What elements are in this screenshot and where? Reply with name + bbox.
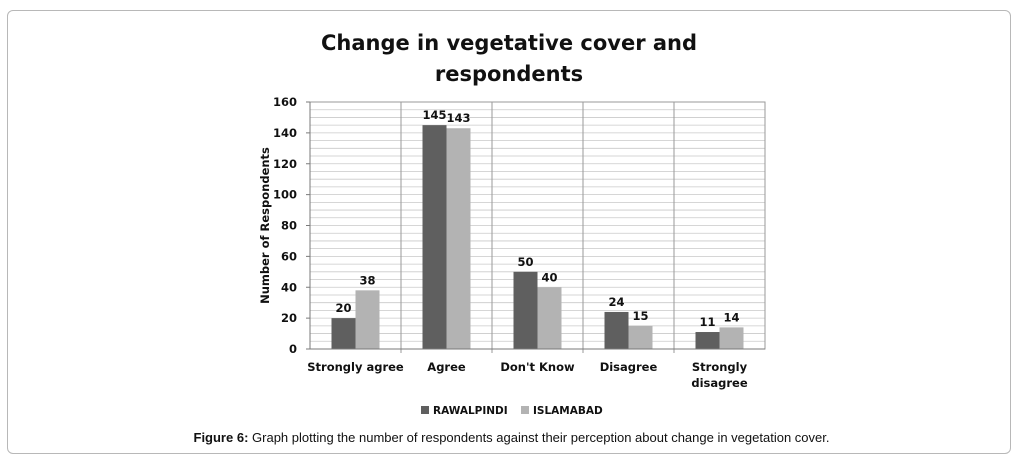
chart-data-labels: 20 38 145 143 50 40 24 15 11 14 <box>335 108 739 329</box>
bar <box>604 311 629 349</box>
y-tick-label: 120 <box>273 157 297 171</box>
bar <box>331 318 356 349</box>
data-label: 14 <box>723 310 739 324</box>
y-tick-label: 60 <box>281 249 297 263</box>
data-label: 38 <box>359 273 375 287</box>
x-category-label: Strongly <box>692 360 748 374</box>
legend-swatch <box>421 406 429 414</box>
x-category-label: Strongly agree <box>307 360 404 374</box>
data-label: 40 <box>541 270 557 284</box>
chart-title-line: respondents <box>435 62 583 86</box>
y-tick-label: 100 <box>273 188 297 202</box>
chart-bars <box>331 125 744 349</box>
y-tick-label: 40 <box>281 280 297 294</box>
data-label: 11 <box>699 315 715 329</box>
data-label: 50 <box>517 255 533 269</box>
x-category-label: Agree <box>427 360 466 374</box>
bar <box>719 327 744 349</box>
y-tick-label: 140 <box>273 126 297 140</box>
bar <box>695 332 720 349</box>
figure-caption: Figure 6: Graph plotting the number of r… <box>0 430 1023 445</box>
bar-chart: Change in vegetative cover and respondent… <box>258 31 766 417</box>
caption-label: Figure 6: <box>193 430 249 445</box>
chart-title-line: Change in vegetative cover and <box>321 31 697 55</box>
y-tick-label: 160 <box>273 95 297 109</box>
y-tick-label: 20 <box>281 311 297 325</box>
chart-axes: 0 20 40 60 80 100 120 140 160 Number of Responden… <box>258 95 765 390</box>
bar <box>513 271 538 349</box>
legend-swatch <box>521 406 529 414</box>
legend-label: ISLAMABAD <box>533 405 603 417</box>
bar <box>355 290 380 349</box>
data-label: 145 <box>422 108 446 122</box>
chart-title: Change in vegetative cover and respondent… <box>321 31 697 86</box>
data-label: 15 <box>632 309 648 323</box>
chart-legend: RAWALPINDI ISLAMABAD <box>421 405 603 417</box>
bar <box>446 128 471 349</box>
bar <box>628 325 653 349</box>
data-label: 20 <box>335 301 351 315</box>
x-category-label: Don't Know <box>500 360 575 374</box>
y-tick-label: 0 <box>289 342 297 356</box>
data-label: 24 <box>608 295 624 309</box>
x-category-label: disagree <box>691 376 747 390</box>
y-tick-label: 80 <box>281 219 297 233</box>
x-category-label: Disagree <box>600 360 658 374</box>
data-label: 143 <box>446 111 470 125</box>
y-axis-label: Number of Respondents <box>258 147 272 304</box>
bar <box>422 125 447 349</box>
bar <box>537 287 562 349</box>
caption-text: Graph plotting the number of respondents… <box>252 430 830 445</box>
legend-label: RAWALPINDI <box>433 405 508 417</box>
figure-frame <box>7 10 1011 454</box>
